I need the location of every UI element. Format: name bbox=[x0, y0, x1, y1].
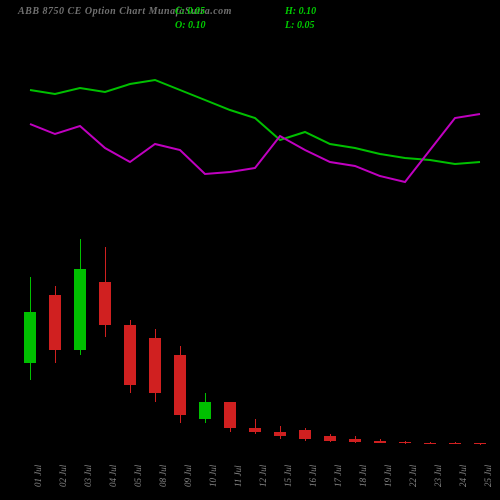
x-tick-label: 25 Jul bbox=[483, 465, 494, 487]
candle-body bbox=[349, 439, 360, 442]
x-tick-label: 03 Jul bbox=[83, 465, 94, 487]
candle-body bbox=[99, 282, 110, 325]
x-tick-label: 02 Jul bbox=[58, 465, 69, 487]
ohlc-high: H: 0.10 bbox=[285, 6, 316, 17]
x-tick-label: 22 Jul bbox=[408, 465, 419, 487]
indicator-line-1 bbox=[30, 114, 480, 182]
x-tick-label: 18 Jul bbox=[358, 465, 369, 487]
candle-body bbox=[299, 430, 310, 439]
option-chart: ABB 8750 CE Option Chart MunafaSutra.com… bbox=[0, 0, 500, 500]
candle-body bbox=[74, 269, 85, 351]
candle-body bbox=[449, 443, 460, 444]
candle-body bbox=[149, 338, 160, 394]
x-tick-label: 16 Jul bbox=[308, 465, 319, 487]
candle-body bbox=[49, 295, 60, 351]
candle-body bbox=[374, 441, 385, 443]
x-tick-label: 01 Jul bbox=[33, 465, 44, 487]
candle-body bbox=[24, 312, 35, 364]
candle-body bbox=[174, 355, 185, 415]
ohlc-close: C: 0.05 bbox=[175, 6, 205, 17]
x-tick-label: 19 Jul bbox=[383, 465, 394, 487]
x-axis: 01 Jul 02 Jul 03 Jul 04 Jul 05 Jul 08 Jul 09 J… bbox=[0, 445, 500, 500]
indicator-line-0 bbox=[30, 80, 480, 164]
indicator-lines-panel bbox=[0, 72, 500, 222]
candle-body bbox=[399, 442, 410, 444]
candle-body bbox=[124, 325, 135, 385]
x-tick-label: 05 Jul bbox=[133, 465, 144, 487]
candle-body bbox=[324, 436, 335, 440]
x-tick-label: 09 Jul bbox=[183, 465, 194, 487]
candle-body bbox=[274, 432, 285, 436]
x-tick-label: 04 Jul bbox=[108, 465, 119, 487]
candlestick-panel bbox=[0, 230, 500, 445]
ohlc-low: L: 0.05 bbox=[285, 20, 314, 31]
candle-body bbox=[224, 402, 235, 428]
candle-body bbox=[424, 443, 435, 444]
x-tick-label: 17 Jul bbox=[333, 465, 344, 487]
ohlc-open: O: 0.10 bbox=[175, 20, 206, 31]
candle-body bbox=[249, 428, 260, 432]
x-tick-label: 11 Jul bbox=[233, 465, 244, 487]
x-tick-label: 08 Jul bbox=[158, 465, 169, 487]
x-tick-label: 15 Jul bbox=[283, 465, 294, 487]
x-tick-label: 12 Jul bbox=[258, 465, 269, 487]
x-tick-label: 10 Jul bbox=[208, 465, 219, 487]
candle-body bbox=[199, 402, 210, 419]
x-tick-label: 23 Jul bbox=[433, 465, 444, 487]
x-tick-label: 24 Jul bbox=[458, 465, 469, 487]
